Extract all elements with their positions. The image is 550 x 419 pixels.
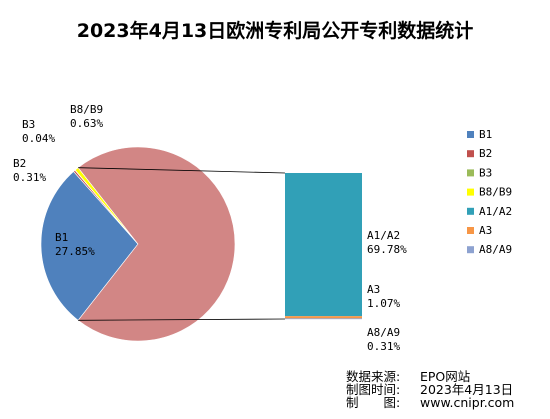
footer-date-value: 2023年4月13日: [420, 382, 514, 397]
footer-date-key: 制图时间:: [346, 382, 401, 397]
data-label-a8-a9: A8/A9 0.31%: [367, 326, 400, 353]
legend-swatch-b1: [467, 131, 474, 138]
footer-source-row: 数据来源: EPO网站: [346, 370, 514, 383]
footer-maker-value: www.cnipr.com: [420, 395, 515, 410]
footer-date-row: 制图时间: 2023年4月13日: [346, 383, 514, 396]
footer-source-value: EPO网站: [420, 369, 471, 384]
legend-swatch-a3: [467, 227, 474, 234]
pie-slice-b1: [40, 171, 139, 321]
connector-line-bottom: [78, 318, 286, 321]
legend-label-a3: A3: [479, 224, 492, 237]
chart-title: 2023年4月13日欧洲专利局公开专利数据统计: [76, 20, 474, 42]
data-label-a1-a2: A1/A2 69.78%: [367, 229, 407, 256]
footer-source-key: 数据来源:: [346, 369, 401, 384]
bar-segment-a1-a2: [285, 173, 362, 317]
legend-swatch-a1-a2: [467, 207, 474, 215]
legend-swatch-a8-a9: [467, 246, 474, 254]
legend-label-b3: B3: [479, 166, 492, 179]
footer-maker-row: 制 图: www.cnipr.com: [346, 396, 514, 409]
legend-swatch-b3: [467, 169, 474, 177]
footer-maker-key: 制 图:: [346, 395, 401, 410]
data-label-b8-b9: B8/B9 0.63%: [70, 103, 103, 130]
connector-line-top: [78, 167, 286, 174]
legend-label-b1: B1: [479, 128, 492, 141]
data-label-a3: A3 1.07%: [367, 283, 400, 310]
legend-label-a8-a9: A8/A9: [479, 243, 512, 256]
data-label-b2: B2 0.31%: [13, 157, 46, 184]
chart-footer: 数据来源: EPO网站 制图时间: 2023年4月13日 制 图: www.cnipr…: [346, 370, 514, 409]
legend-label-a1-a2: A1/A2: [479, 205, 512, 218]
data-label-b3: B3 0.04%: [22, 118, 55, 145]
data-label-b1: B1 27.85%: [55, 231, 95, 258]
bar-segment-a8-a9: [285, 318, 362, 320]
legend-label-b2: B2: [479, 147, 492, 160]
legend-swatch-b8-b9: [467, 188, 474, 196]
bar-segment-a3: [285, 316, 362, 319]
pie-slice-a: [77, 146, 236, 342]
legend-swatch-b2: [467, 150, 474, 158]
legend-label-b8-b9: B8/B9: [479, 186, 512, 199]
